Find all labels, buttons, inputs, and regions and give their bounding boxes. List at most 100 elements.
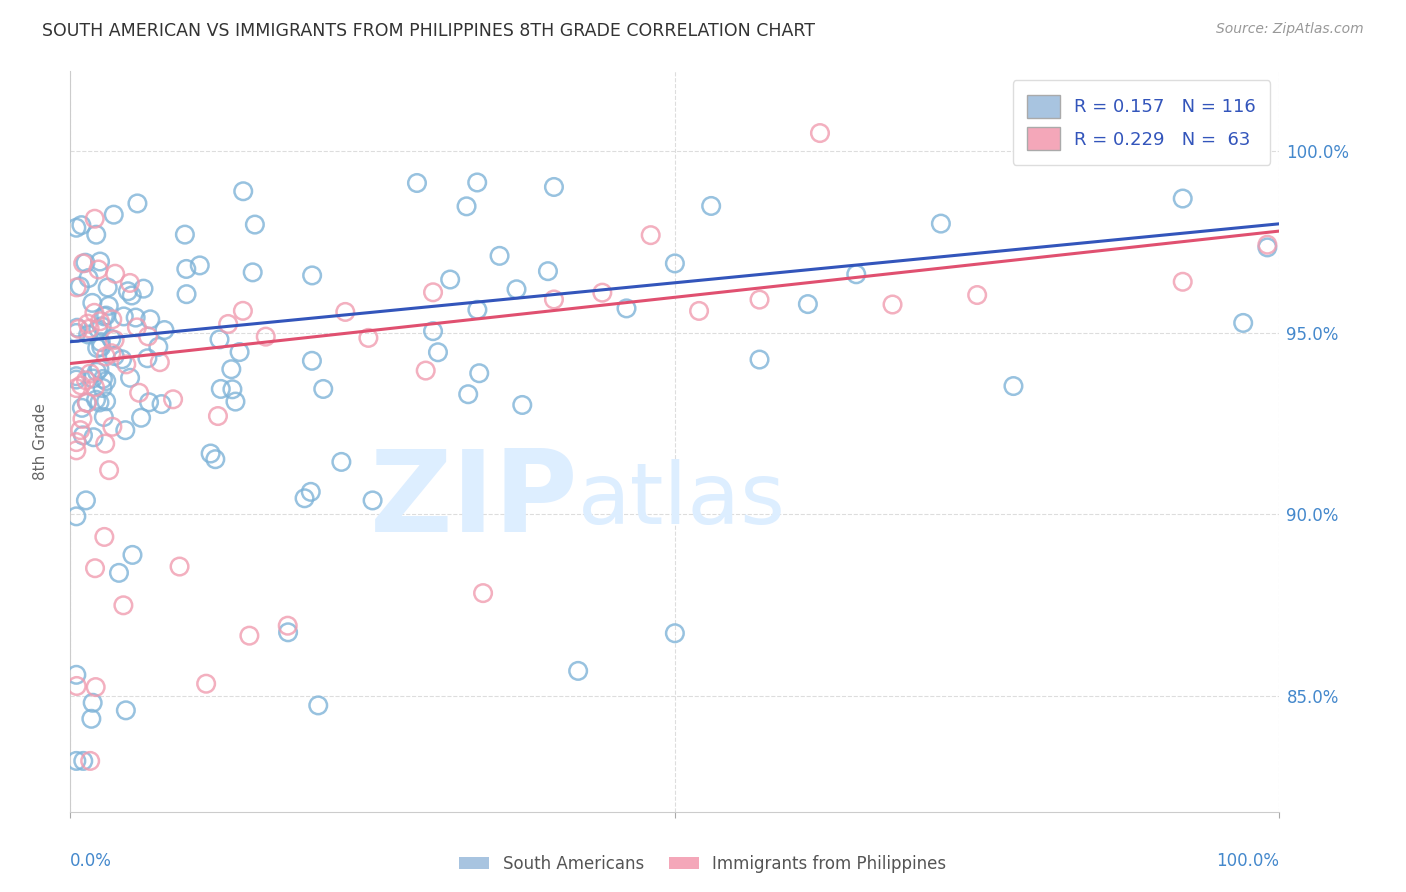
Point [132, 282, 155, 296]
Point [65, 373, 87, 387]
Point [188, 259, 211, 273]
Point [75, 373, 97, 387]
Point [468, 366, 491, 380]
Point [204, 452, 226, 467]
Point [79, 367, 101, 381]
Point [111, 352, 134, 367]
Point [75, 493, 97, 508]
Point [97, 280, 120, 294]
Text: 0.0%: 0.0% [70, 853, 112, 871]
Point [688, 304, 710, 318]
Point [117, 285, 139, 299]
Point [69, 279, 91, 293]
Point [96, 374, 118, 388]
Point [112, 310, 135, 324]
Point [882, 297, 904, 311]
Point [1256, 237, 1278, 252]
Point [69, 423, 91, 437]
Point [115, 703, 138, 717]
Point [65, 220, 87, 235]
Point [100, 332, 122, 346]
Point [929, 217, 952, 231]
Point [124, 310, 146, 325]
Point [301, 353, 323, 368]
Point [94, 436, 117, 450]
Legend: South Americans, Immigrants from Philippines: South Americans, Immigrants from Philipp… [453, 848, 953, 880]
Point [84, 680, 107, 694]
Point [65, 668, 87, 682]
Point [224, 394, 246, 409]
Point [472, 586, 495, 600]
Point [82, 296, 104, 310]
Point [121, 548, 143, 562]
Point [148, 340, 170, 354]
Text: ZIP: ZIP [370, 445, 578, 557]
Point [93, 530, 115, 544]
Point [101, 312, 124, 326]
Point [90, 340, 112, 354]
Point [136, 329, 159, 343]
Point [543, 293, 565, 307]
Point [90, 319, 112, 334]
Point [510, 398, 533, 412]
Point [209, 382, 232, 396]
Point [700, 199, 723, 213]
Point [254, 329, 277, 343]
Point [89, 314, 111, 328]
Point [65, 381, 87, 395]
Point [1232, 316, 1254, 330]
Point [312, 382, 335, 396]
Point [173, 227, 195, 242]
Point [439, 272, 461, 286]
Point [103, 208, 125, 222]
Point [422, 324, 444, 338]
Point [94, 350, 117, 364]
Point [335, 305, 357, 319]
Point [67, 322, 90, 336]
Point [467, 302, 489, 317]
Point [108, 566, 131, 580]
Point [104, 333, 127, 347]
Point [299, 484, 322, 499]
Point [70, 401, 93, 415]
Point [242, 265, 264, 279]
Text: SOUTH AMERICAN VS IMMIGRANTS FROM PHILIPPINES 8TH GRADE CORRELATION CHART: SOUTH AMERICAN VS IMMIGRANTS FROM PHILIP… [42, 22, 815, 40]
Point [89, 362, 111, 376]
Point [277, 625, 299, 640]
Point [84, 392, 107, 407]
Point [65, 509, 87, 524]
Point [114, 423, 136, 437]
Point [543, 180, 565, 194]
Text: 8th Grade: 8th Grade [32, 403, 48, 480]
Point [228, 345, 250, 359]
Point [277, 618, 299, 632]
Point [748, 352, 770, 367]
Point [1171, 275, 1194, 289]
Point [70, 218, 93, 232]
Point [616, 301, 638, 316]
Point [87, 262, 110, 277]
Point [100, 346, 122, 360]
Point [488, 249, 510, 263]
Point [84, 227, 107, 242]
Point [90, 335, 112, 350]
Point [176, 287, 198, 301]
Point [232, 184, 254, 198]
Point [138, 395, 160, 409]
Point [232, 303, 254, 318]
Point [966, 288, 988, 302]
Point [79, 321, 101, 335]
Point [208, 332, 231, 346]
Point [86, 341, 108, 355]
Point [567, 664, 589, 678]
Point [97, 299, 120, 313]
Point [89, 395, 111, 409]
Point [80, 712, 103, 726]
Point [294, 491, 316, 506]
Point [65, 435, 87, 450]
Point [221, 362, 243, 376]
Text: Source: ZipAtlas.com: Source: ZipAtlas.com [1216, 22, 1364, 37]
Point [1002, 379, 1025, 393]
Point [72, 256, 94, 270]
Point [89, 254, 111, 268]
